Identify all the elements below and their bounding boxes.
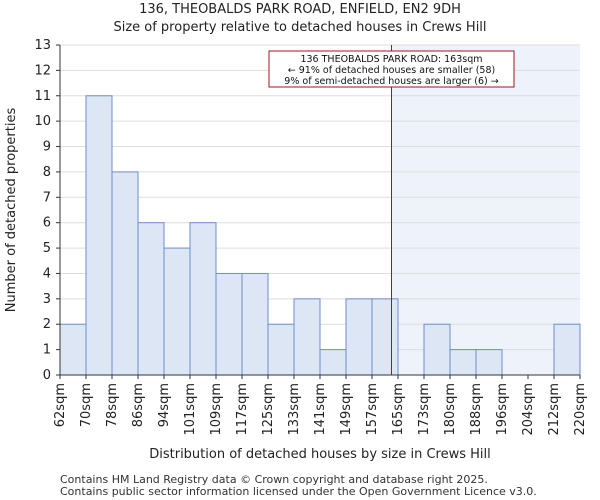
x-tick-label: 109sqm xyxy=(209,383,224,436)
x-tick-label: 165sqm xyxy=(391,383,406,436)
bar xyxy=(475,349,503,376)
x-tick-label: 78sqm xyxy=(105,383,120,427)
x-tick-label: 101sqm xyxy=(183,383,198,436)
x-tick-label: 70sqm xyxy=(79,383,94,427)
y-axis-title: Number of detached properties xyxy=(4,108,19,313)
footer-licence: Contains public sector information licen… xyxy=(60,485,537,498)
x-tick-label: 188sqm xyxy=(469,383,484,436)
y-tick-label: 3 xyxy=(43,292,51,307)
y-tick-label: 9 xyxy=(43,140,51,155)
chart-title: 136, THEOBALDS PARK ROAD, ENFIELD, EN2 9… xyxy=(139,2,461,17)
bar xyxy=(371,298,399,376)
annotation-line: 136 THEOBALDS PARK ROAD: 163sqm xyxy=(300,54,482,65)
y-tick-label: 0 xyxy=(43,368,51,383)
x-axis-title: Distribution of detached houses by size … xyxy=(149,447,491,462)
x-tick-label: 94sqm xyxy=(157,383,172,427)
bar xyxy=(137,222,165,376)
bar xyxy=(449,349,477,376)
bar xyxy=(215,272,243,376)
y-tick-label: 8 xyxy=(43,165,51,180)
y-tick-label: 2 xyxy=(43,317,51,332)
x-tick-label: 133sqm xyxy=(287,383,302,436)
bar xyxy=(423,323,451,376)
footer-copyright: Contains HM Land Registry data © Crown c… xyxy=(60,473,488,486)
bar xyxy=(163,247,191,376)
x-tick-label: 180sqm xyxy=(443,383,458,436)
bar xyxy=(267,323,295,376)
bar xyxy=(553,323,581,376)
y-tick-label: 6 xyxy=(43,216,51,231)
x-tick-label: 220sqm xyxy=(573,383,588,436)
x-tick-label: 173sqm xyxy=(417,383,432,436)
bar xyxy=(319,349,347,376)
bar xyxy=(345,298,373,376)
bar xyxy=(85,95,113,376)
y-tick-label: 13 xyxy=(34,38,51,53)
y-tick-label: 7 xyxy=(43,190,51,205)
x-tick-label: 196sqm xyxy=(495,383,510,436)
x-tick-label: 157sqm xyxy=(365,383,380,436)
bar xyxy=(293,298,321,376)
x-tick-label: 62sqm xyxy=(53,383,68,427)
x-tick-label: 212sqm xyxy=(547,383,562,436)
x-tick-label: 125sqm xyxy=(261,383,276,436)
y-tick-label: 11 xyxy=(34,89,51,104)
x-tick-label: 117sqm xyxy=(235,383,250,436)
x-tick-label: 141sqm xyxy=(313,383,328,436)
highlight-region xyxy=(391,45,580,375)
x-tick-label: 149sqm xyxy=(339,383,354,436)
bar xyxy=(241,272,269,376)
x-tick-label: 86sqm xyxy=(131,383,146,427)
annotation-line: 9% of semi-detached houses are larger (6… xyxy=(284,76,498,87)
y-tick-label: 10 xyxy=(34,114,51,129)
y-tick-label: 1 xyxy=(43,343,51,358)
bar xyxy=(111,171,139,376)
annotation-box xyxy=(268,50,515,88)
bar xyxy=(59,323,87,376)
y-tick-label: 4 xyxy=(43,266,51,281)
chart-subtitle: Size of property relative to detached ho… xyxy=(113,20,487,35)
y-tick-label: 5 xyxy=(43,241,51,256)
x-tick-label: 204sqm xyxy=(521,383,536,436)
bar xyxy=(189,222,217,376)
annotation-line: ← 91% of detached houses are smaller (58… xyxy=(288,65,495,76)
y-tick-label: 12 xyxy=(34,63,51,78)
